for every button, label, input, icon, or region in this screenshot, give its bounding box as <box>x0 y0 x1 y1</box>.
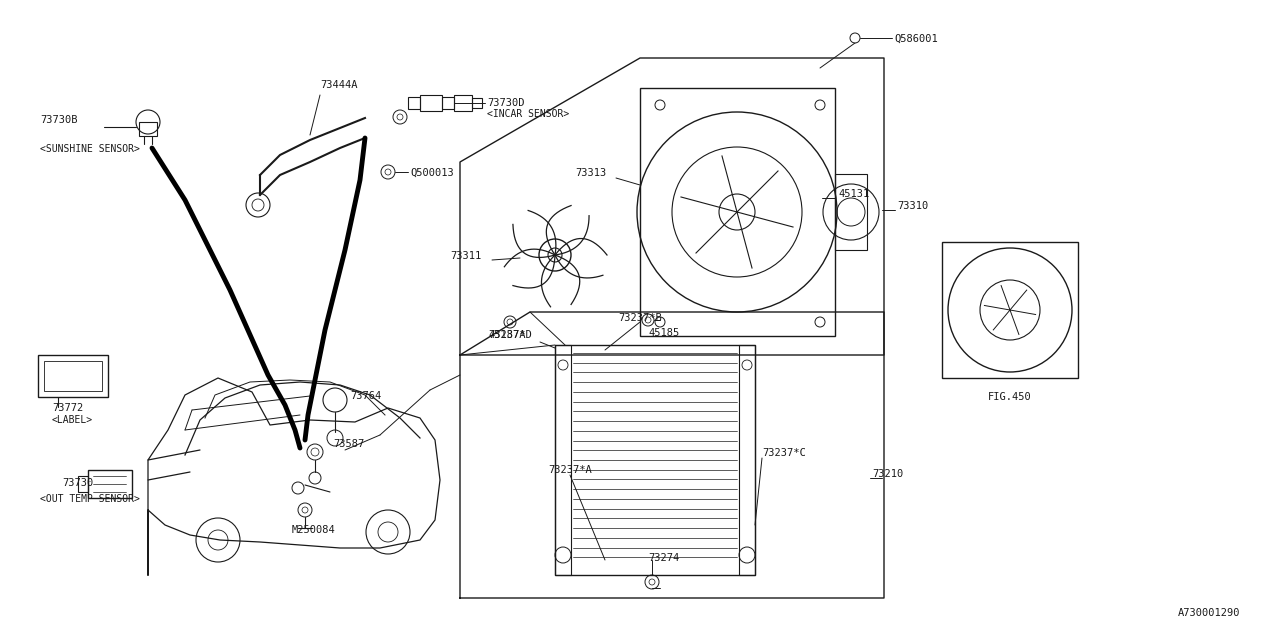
Text: 73237*A: 73237*A <box>548 465 591 475</box>
Text: 45185: 45185 <box>648 328 680 338</box>
Text: 45131: 45131 <box>838 189 869 199</box>
Bar <box>556 345 755 575</box>
Text: Q586001: Q586001 <box>893 34 938 44</box>
Text: 73772: 73772 <box>52 403 83 413</box>
Text: <OUT TEMP SENSOR>: <OUT TEMP SENSOR> <box>40 494 140 504</box>
Bar <box>556 345 571 575</box>
Text: 73313: 73313 <box>575 168 607 178</box>
Text: <SUNSHINE SENSOR>: <SUNSHINE SENSOR> <box>40 144 140 154</box>
Text: <LABEL>: <LABEL> <box>52 415 93 425</box>
Text: 73237*B: 73237*B <box>618 313 662 323</box>
Text: 73730B: 73730B <box>40 115 78 125</box>
Bar <box>408 97 420 109</box>
Bar <box>739 345 755 575</box>
Bar <box>835 174 867 250</box>
Bar <box>454 95 472 111</box>
Bar <box>420 95 442 111</box>
Text: A730001290: A730001290 <box>1178 608 1240 618</box>
Text: <INCAR SENSOR>: <INCAR SENSOR> <box>486 109 570 119</box>
Text: 73237*C: 73237*C <box>762 448 805 458</box>
Bar <box>78 476 88 492</box>
Text: 73210: 73210 <box>872 469 904 479</box>
Bar <box>942 242 1078 378</box>
Text: 73444A: 73444A <box>320 80 357 90</box>
Bar <box>442 97 454 109</box>
Text: 73237*D: 73237*D <box>488 330 531 340</box>
Text: 73764: 73764 <box>349 391 381 401</box>
Text: 73311: 73311 <box>451 251 481 261</box>
Bar <box>640 88 835 336</box>
Text: 73587: 73587 <box>333 439 365 449</box>
Bar <box>472 98 483 108</box>
Text: FIG.450: FIG.450 <box>988 392 1032 402</box>
Bar <box>44 361 102 391</box>
Bar <box>140 122 157 136</box>
Text: 73274: 73274 <box>648 553 680 563</box>
Text: 73730D: 73730D <box>486 98 525 108</box>
Text: 73310: 73310 <box>897 201 928 211</box>
Text: M250084: M250084 <box>292 525 335 535</box>
Bar <box>88 470 132 498</box>
Bar <box>38 355 108 397</box>
Text: 73730: 73730 <box>61 478 93 488</box>
Text: 45187A: 45187A <box>488 330 526 340</box>
Text: Q500013: Q500013 <box>410 168 453 178</box>
